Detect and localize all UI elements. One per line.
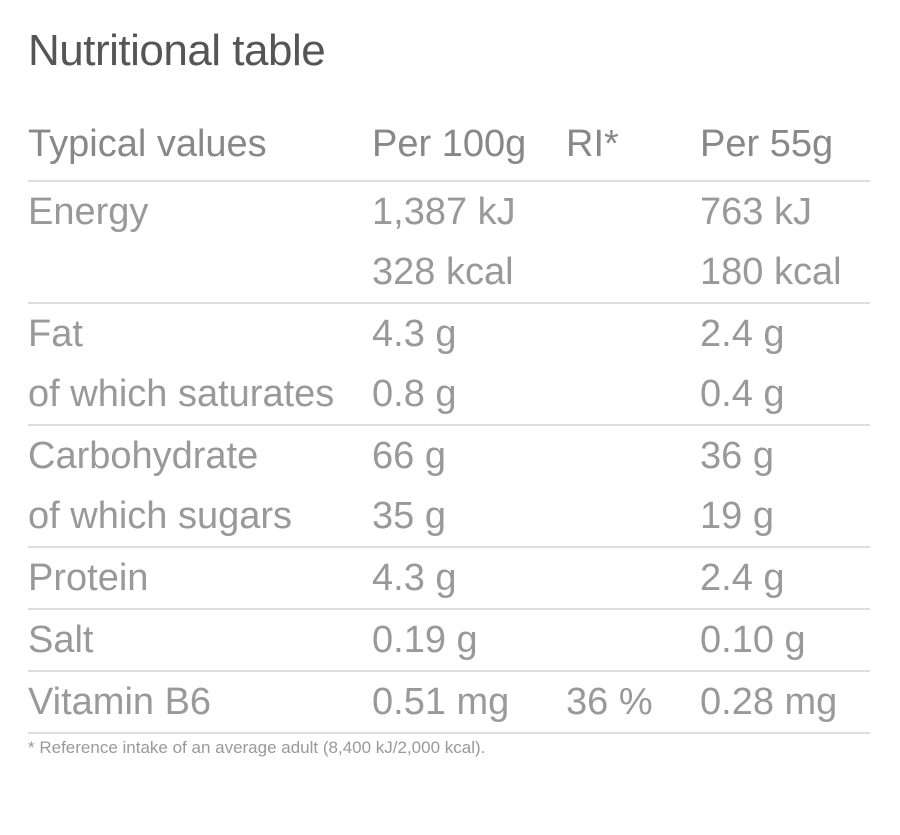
row-per-100g: 4.3 g [372,313,457,355]
table-header-row: Typical values Per 100g RI* Per 55g [28,108,870,182]
row-per-100g: 35 g [372,486,566,548]
row-per-100g: 0.51 mg [372,671,566,734]
row-ri: 36 % [566,671,700,734]
row-per-100g: 1,387 kJ [372,191,516,233]
row-ri [566,486,700,548]
table-row: Protein 4.3 g 2.4 g [28,547,870,610]
table-row: Fat 4.3 g 2.4 g [28,303,870,364]
row-per-55g: 180 kcal [700,242,870,304]
row-per-100g: 328 kcal [372,242,566,304]
table-row: Energy 1,387 kJ 763 kJ [28,181,870,242]
table-row: Carbohydrate 66 g 36 g [28,425,870,486]
row-ri [566,303,700,364]
row-per-55g: 0.10 g [700,609,870,672]
row-label: of which saturates [28,364,372,426]
row-per-55g: 0.28 mg [700,671,870,734]
row-per-55g: 19 g [700,486,870,548]
footnote: * Reference intake of an average adult (… [28,738,486,757]
row-ri [566,609,700,672]
header-ri: RI* [566,108,700,182]
row-ri [566,364,700,426]
row-label: of which sugars [28,486,372,548]
row-per-100g: 0.19 g [372,609,566,672]
row-label: Energy [28,191,149,233]
row-label: Salt [28,609,372,672]
row-ri [566,181,700,242]
row-label: Protein [28,547,372,610]
table-row: Vitamin B6 0.51 mg 36 % 0.28 mg [28,671,870,734]
row-per-100g: 66 g [372,435,446,477]
table-row: of which sugars 35 g 19 g [28,486,870,548]
header-per-55g: Per 55g [700,108,870,182]
row-ri [566,547,700,610]
row-ri [566,242,700,304]
row-label: Fat [28,313,83,355]
table-row: of which saturates 0.8 g 0.4 g [28,364,870,426]
table-row: Salt 0.19 g 0.10 g [28,609,870,672]
row-per-55g: 2.4 g [700,547,870,610]
row-label [28,242,372,304]
row-ri [566,425,700,486]
page-title: Nutritional table [28,26,326,75]
row-per-55g: 0.4 g [700,364,870,426]
row-per-100g: 0.8 g [372,364,566,426]
row-label: Vitamin B6 [28,671,372,734]
row-per-55g: 763 kJ [700,191,812,233]
header-typical-values: Typical values [28,108,372,182]
row-per-100g: 4.3 g [372,547,566,610]
header-per-100g: Per 100g [372,108,566,182]
row-label: Carbohydrate [28,435,259,477]
row-per-55g: 36 g [700,435,774,477]
nutrition-table: Typical values Per 100g RI* Per 55g Ener… [28,108,870,734]
row-per-55g: 2.4 g [700,313,785,355]
table-row: 328 kcal 180 kcal [28,242,870,304]
